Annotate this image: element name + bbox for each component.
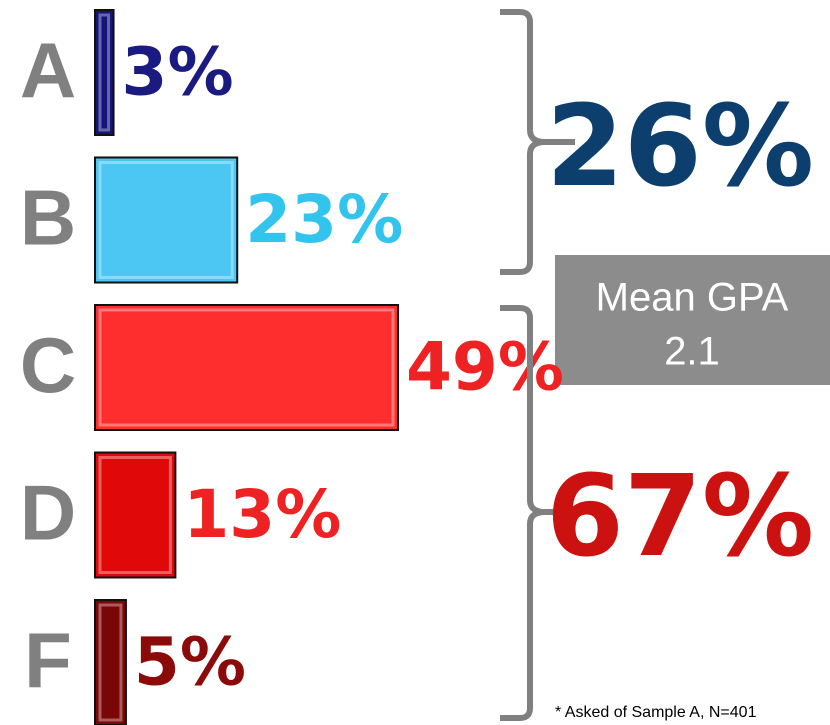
bar: [94, 9, 115, 136]
value-label: 5%: [134, 624, 246, 701]
bar-bevel: [98, 161, 234, 279]
value-label: 49%: [406, 329, 564, 406]
category-label: C: [20, 321, 76, 409]
group-label: 67%: [546, 452, 814, 582]
category-label: B: [20, 174, 76, 262]
category-label: F: [24, 616, 72, 704]
gpa-title: Mean GPA: [596, 276, 789, 320]
group-label: 26%: [546, 82, 814, 212]
gpa-box: [555, 255, 830, 385]
category-label: A: [20, 26, 76, 114]
value-label: 23%: [245, 181, 403, 258]
bar: [94, 304, 399, 431]
bar-bevel: [98, 456, 172, 574]
gpa-value: 2.1: [664, 330, 720, 374]
bar: [94, 451, 177, 579]
bar-bevel: [98, 13, 111, 132]
bar-bevel: [98, 603, 123, 722]
category-label: D: [20, 469, 76, 557]
bar: [94, 599, 127, 725]
bar: [94, 156, 239, 284]
group-bracket: [500, 305, 575, 721]
group-bracket: [500, 9, 575, 275]
value-label: 3%: [122, 34, 234, 111]
footnote: * Asked of Sample A, N=401: [555, 704, 757, 721]
bar-bevel: [98, 308, 395, 427]
value-label: 13%: [183, 476, 341, 553]
